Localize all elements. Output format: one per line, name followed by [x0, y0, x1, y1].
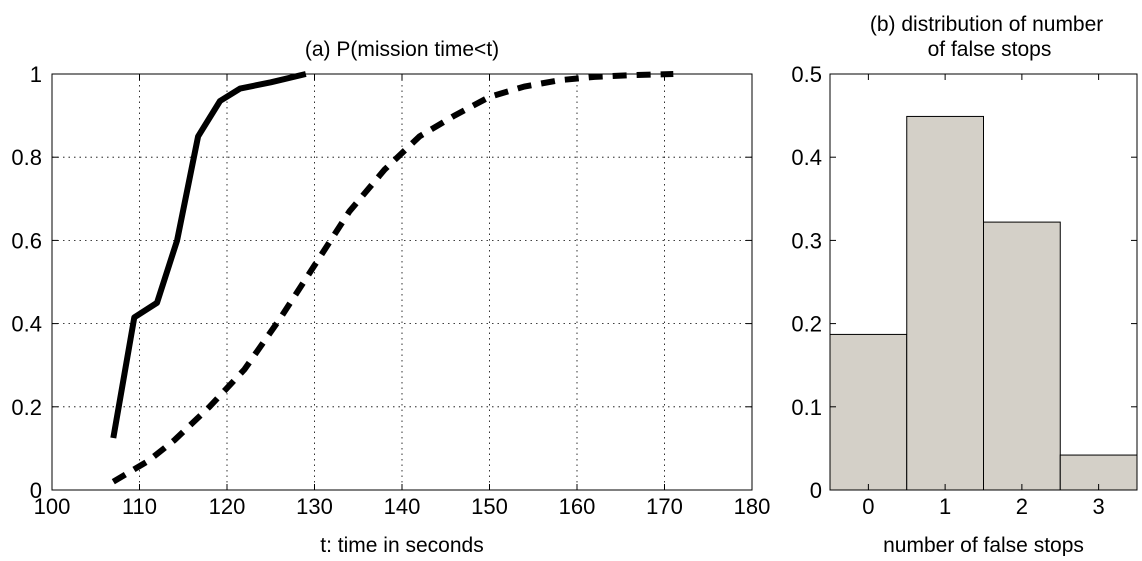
- series-line-solid: [110, 71, 307, 439]
- y-tick-label: 0.2: [791, 312, 822, 337]
- x-tick-label: 120: [209, 494, 246, 519]
- chart-a-title: (a) P(mission time<t): [305, 38, 499, 61]
- chart-b-bar-distribution: (b) distribution of number of false stop…: [791, 13, 1138, 557]
- x-tick-label: 130: [296, 494, 333, 519]
- y-tick-label: 0.4: [11, 312, 42, 337]
- y-tick-label: 0.6: [11, 228, 42, 253]
- bar-0: [829, 333, 908, 491]
- y-tick-label: 0.2: [11, 395, 42, 420]
- chart-b-ticks: 0 1 2 3 0 0.1 0.2 0.3 0.4 0.5: [791, 62, 1137, 519]
- x-tick-label: 110: [122, 494, 157, 519]
- chart-a-x-axis-label: t: time in seconds: [320, 534, 483, 556]
- x-tick-label: 150: [471, 494, 508, 519]
- chart-a-plot-frame: [51, 73, 753, 491]
- y-tick-label: 0: [810, 478, 822, 503]
- chart-b-title: (b) distribution of number of false stop…: [870, 13, 1109, 61]
- x-tick-label: 3: [1093, 494, 1105, 519]
- x-tick-label: 170: [646, 494, 683, 519]
- y-tick-label: 0.4: [791, 145, 822, 170]
- x-tick-label: 180: [734, 494, 771, 519]
- chart-b-title-line-2: of false stops: [928, 38, 1052, 61]
- series-line-dashed: [111, 71, 674, 485]
- chart-a-grid: [52, 74, 752, 490]
- y-tick-label: 1: [30, 62, 42, 87]
- chart-a-ticks: 100 110 120 130 140 150 160 170 180 0 0.2 0.4 0.6 0.8…: [11, 62, 770, 519]
- chart-a-line-cdf: (a) P(mission time<t) 100 110 120 130 140 150…: [11, 38, 770, 557]
- x-tick-label: 2: [1016, 494, 1028, 519]
- chart-b-bars: [829, 115, 1138, 491]
- y-tick-label: 0.3: [791, 228, 822, 253]
- chart-a-series: [110, 71, 674, 485]
- bar-2: [983, 221, 1061, 491]
- chart-b-x-axis-label: number of false stops: [883, 534, 1084, 556]
- x-tick-label: 140: [384, 494, 421, 519]
- chart-b-title-line-1: (b) distribution of number: [870, 13, 1103, 36]
- x-tick-label: 160: [559, 494, 596, 519]
- bar-1: [906, 115, 984, 491]
- y-tick-label: 0: [30, 478, 42, 503]
- x-tick-label: 100: [34, 494, 71, 519]
- y-tick-label: 0.5: [791, 62, 822, 87]
- chart-b-plot-frame: [829, 73, 1138, 491]
- x-tick-label: 0: [862, 494, 874, 519]
- x-tick-label: 1: [939, 494, 951, 519]
- y-tick-label: 0.1: [791, 395, 822, 420]
- y-tick-label: 0.8: [11, 145, 42, 170]
